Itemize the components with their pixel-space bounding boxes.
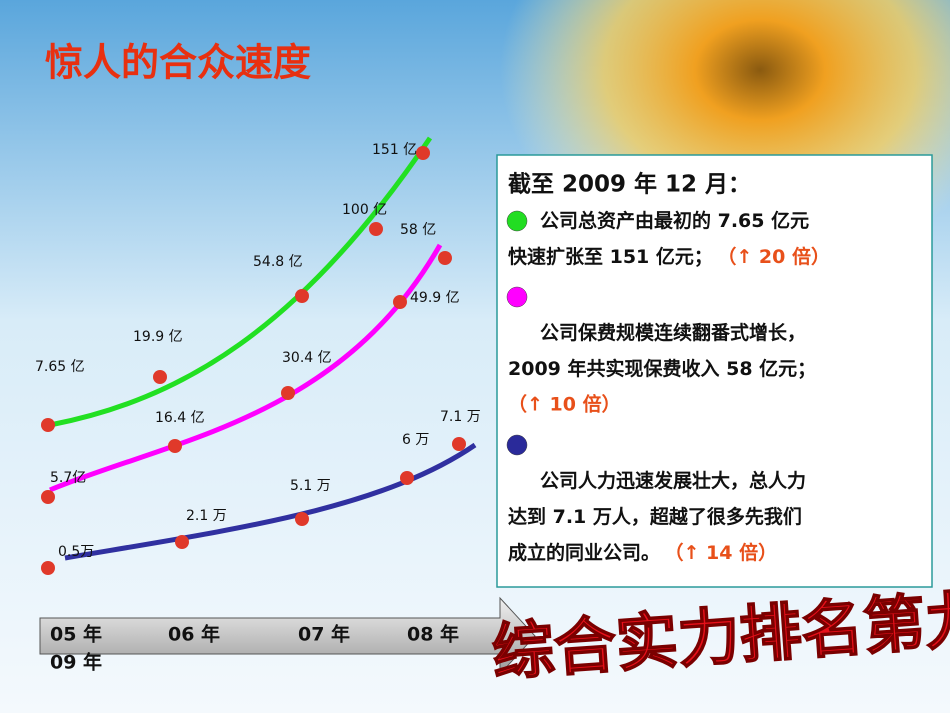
growth-highlight: （↑ 10 倍） [508,393,621,416]
value-label: 7.65 亿 [35,359,85,375]
data-dot [400,471,414,485]
panel-text: 2009 年共实现保费收入 58 亿元； [508,357,816,380]
growth-curve [49,136,433,428]
panel-text: 公司人力迅速发展壮大，总人力 [540,469,806,492]
panel-text: 达到 7.1 万人，超越了很多先我们 [508,505,802,528]
panel-line: 公司人力迅速发展壮大，总人力 [540,469,806,492]
timeline-arrow [39,596,536,676]
growth-curve [49,243,443,493]
value-label: 30.4 亿 [282,350,332,366]
value-label: 151 亿 [372,142,417,158]
data-dot [295,289,309,303]
panel-line: 达到 7.1 万人，超越了很多先我们 [508,505,802,528]
year-label: 07 年 [298,623,350,646]
data-dot [175,535,189,549]
value-label: 19.9 亿 [133,329,183,345]
growth-highlight: （↑ 20 倍） [727,245,830,268]
panel-text: 成立的同业公司。 （↑ 14 倍） [508,541,777,564]
value-label: 7.1 万 [440,409,481,425]
value-label: 49.9 亿 [410,290,460,306]
panel-line: 公司总资产由最初的 7.65 亿元 [540,209,809,232]
data-dot [438,251,452,265]
data-dot [369,222,383,236]
value-label: 58 亿 [400,222,436,238]
panel-text: 公司保费规模连续翻番式增长， [540,321,806,344]
data-dot [168,439,182,453]
data-dot [153,370,167,384]
data-dot [41,418,55,432]
panel-line: 2009 年共实现保费收入 58 亿元； [508,357,816,380]
panel-heading: 截至 2009 年 12 月： [508,171,751,198]
data-dot [281,386,295,400]
bullet [506,286,528,308]
value-label: 100 亿 [342,202,387,218]
panel-line: 成立的同业公司。 [508,541,660,564]
value-label: 5.1 万 [290,478,331,494]
panel-text: 公司总资产由最初的 7.65 亿元 [540,209,809,232]
data-dot [295,512,309,526]
value-label: 0.5万 [58,544,94,560]
data-dot [416,146,430,160]
value-label: 5.7亿 [50,470,86,486]
year-label: 09 年 [50,651,102,674]
bullet [506,434,528,456]
growth-highlight: （↑ 14 倍） [674,541,777,564]
title: 惊人的合众速度 [45,41,311,85]
year-label: 05 年 [50,623,102,646]
year-label: 08 年 [407,623,459,646]
value-label: 54.8 亿 [253,254,303,270]
panel-text: 快速扩张至 151 亿元； （↑ 20 倍） [508,245,830,268]
bullet [506,210,528,232]
data-dot [452,437,466,451]
panel-line: 快速扩张至 151 亿元； [508,245,713,268]
data-dot [41,561,55,575]
info-panel [496,154,933,588]
value-label: 16.4 亿 [155,410,205,426]
data-dot [393,295,407,309]
value-label: 6 万 [402,432,429,448]
year-label: 06 年 [168,623,220,646]
data-dot [41,490,55,504]
value-label: 2.1 万 [186,508,227,524]
panel-line: 公司保费规模连续翻番式增长， [540,321,806,344]
